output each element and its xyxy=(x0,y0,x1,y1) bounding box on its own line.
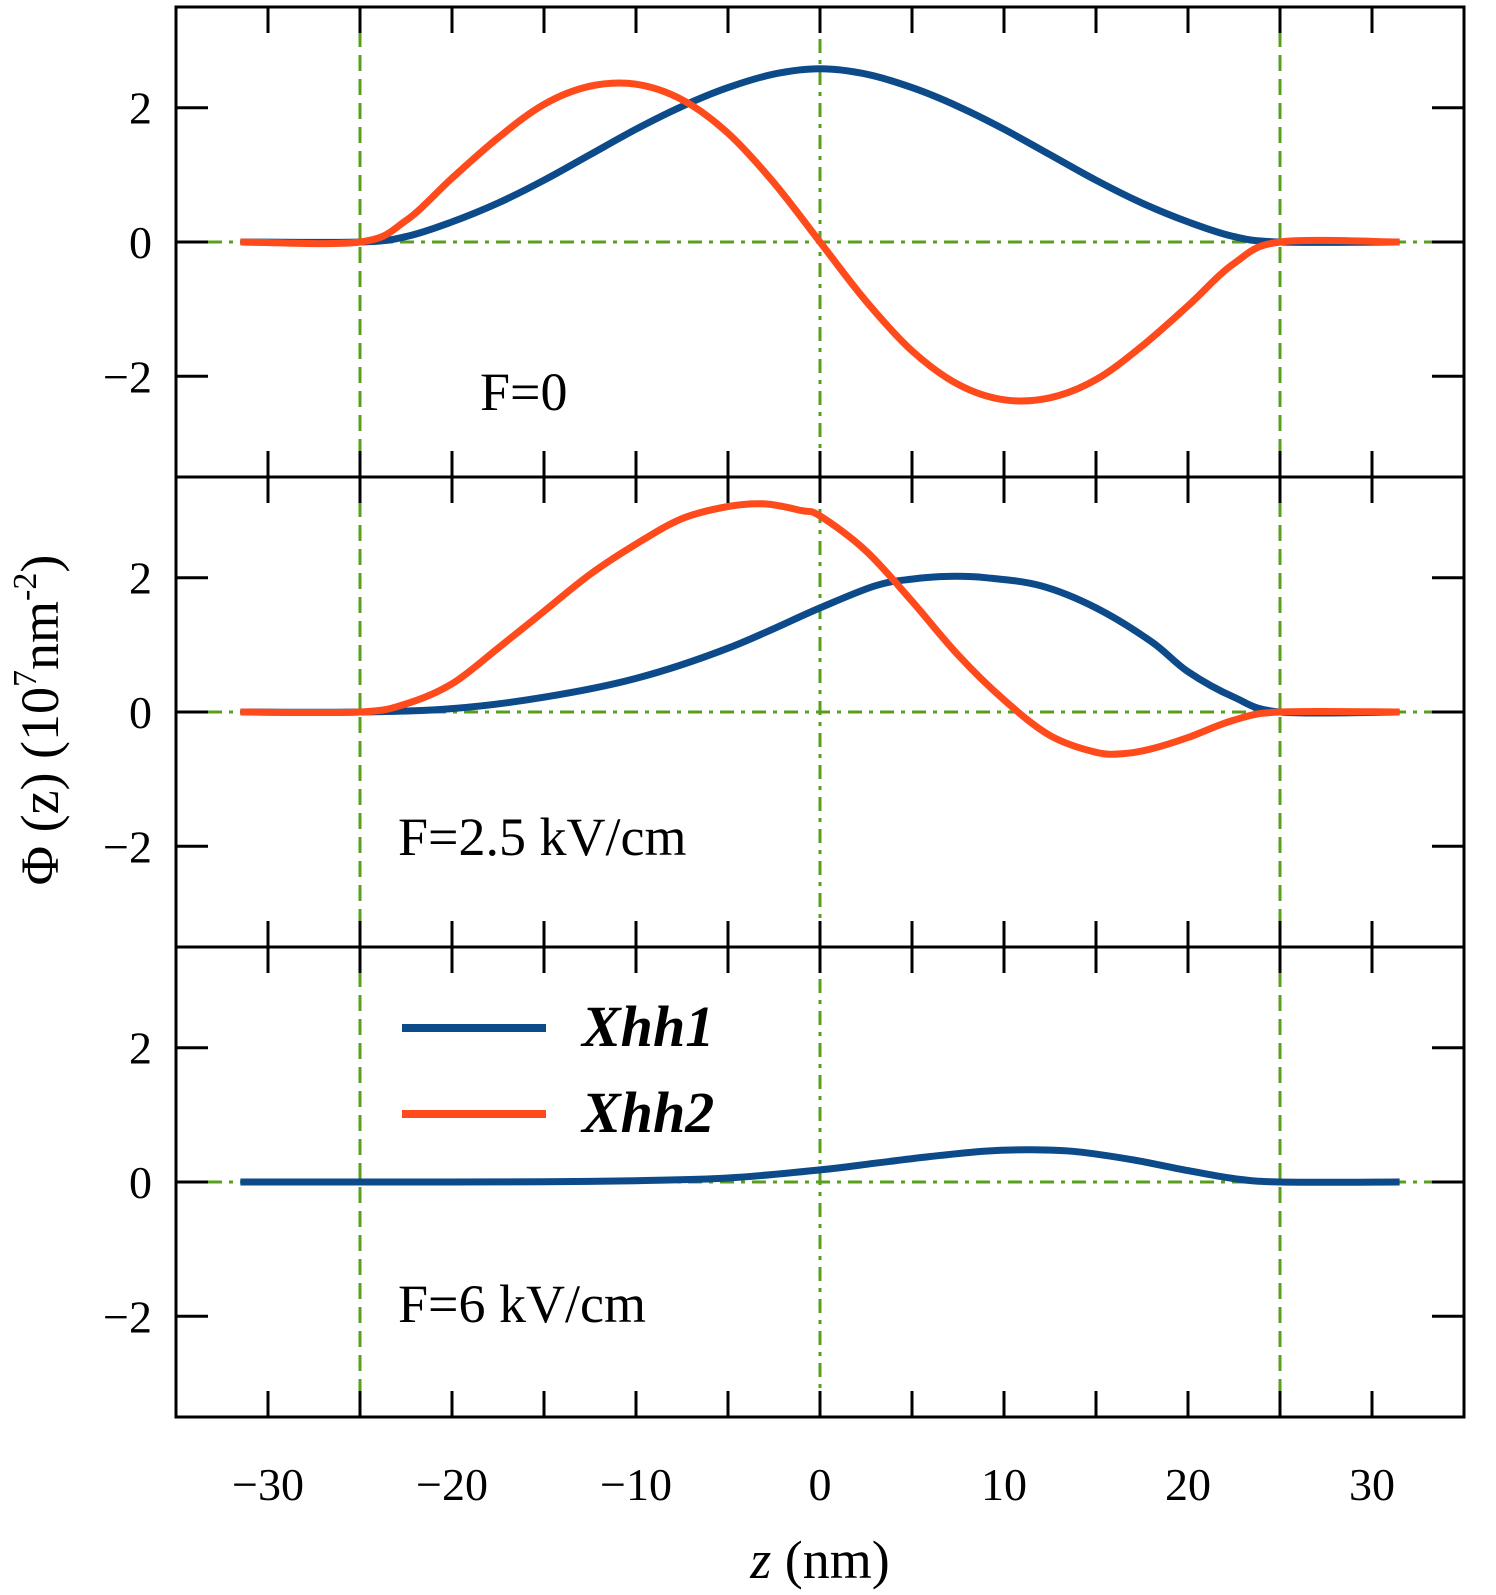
x-tick-label: −20 xyxy=(416,1459,488,1510)
panel-label: F=2.5 kV/cm xyxy=(398,807,686,867)
y-axis-unit-exponent: -2 xyxy=(7,573,44,601)
y-tick-label: −2 xyxy=(103,821,152,872)
y-tick-label: 0 xyxy=(129,687,152,738)
series-line-xhh1 xyxy=(240,65,1400,246)
panel-label: F=0 xyxy=(480,362,568,422)
panel-2: −2 0 2 F=2.5 kV/cm xyxy=(103,475,1466,949)
x-tick-label: 0 xyxy=(809,1459,832,1510)
y-tick-label: 2 xyxy=(129,553,152,604)
x-tick-label: −10 xyxy=(600,1459,672,1510)
panel-1: −2 0 2 F=0 xyxy=(103,5,1466,479)
x-axis-variable: z xyxy=(749,1530,771,1590)
y-tick-label: −2 xyxy=(103,1291,152,1342)
x-axis-title: z (nm) xyxy=(749,1530,889,1590)
y-axis-unit: nm xyxy=(10,601,70,670)
legend-label-xhh1: Xhh1 xyxy=(580,994,714,1059)
y-axis-exponent: 7 xyxy=(7,670,44,687)
y-tick-label: −2 xyxy=(103,351,152,402)
panel-frame xyxy=(174,945,1466,1419)
x-tick-labels: −30 −20 −10 0 10 20 30 xyxy=(232,1459,1395,1510)
legend: Xhh1 Xhh2 xyxy=(402,994,714,1145)
y-axis-close: ) xyxy=(10,555,70,573)
series-line-xhh1 xyxy=(240,572,1400,717)
x-tick-label: 20 xyxy=(1165,1459,1211,1510)
x-tick-label: 30 xyxy=(1349,1459,1395,1510)
x-axis-unit: (nm) xyxy=(771,1530,889,1590)
svg-text:Φ (z) (107nm-2): Φ (z) (107nm-2) xyxy=(7,555,70,886)
series-line-xhh2 xyxy=(240,500,1400,758)
y-tick-label: 2 xyxy=(129,83,152,134)
x-tick-label: −30 xyxy=(232,1459,304,1510)
y-tick-label: 2 xyxy=(129,1023,152,1074)
y-axis-label: Φ (z) (10 xyxy=(10,687,70,885)
series-line-xhh2 xyxy=(240,79,1400,405)
series-line-xhh1 xyxy=(240,1146,1400,1186)
y-axis-title: Φ (z) (107nm-2) xyxy=(7,555,70,886)
panel-label: F=6 kV/cm xyxy=(398,1274,646,1334)
panel-3: −2 0 2 F=6 kV/cm xyxy=(103,945,1466,1419)
legend-label-xhh2: Xhh2 xyxy=(580,1080,714,1145)
y-tick-label: 0 xyxy=(129,1157,152,1208)
y-tick-label: 0 xyxy=(129,217,152,268)
x-tick-label: 10 xyxy=(981,1459,1027,1510)
